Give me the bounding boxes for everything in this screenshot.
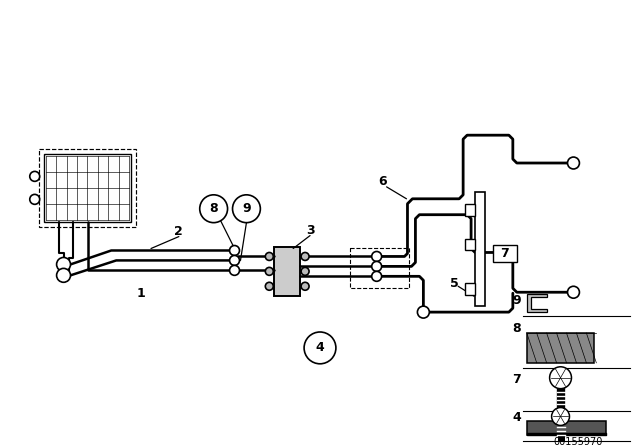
Circle shape (417, 306, 429, 318)
Text: 00155970: 00155970 (554, 437, 603, 448)
Text: 4: 4 (512, 411, 521, 424)
Text: 6: 6 (378, 176, 387, 189)
Circle shape (56, 258, 70, 271)
Circle shape (230, 246, 239, 255)
Circle shape (301, 253, 309, 260)
Text: 5: 5 (450, 277, 459, 290)
Text: 7: 7 (500, 247, 509, 260)
FancyBboxPatch shape (44, 154, 131, 222)
Text: 8: 8 (209, 202, 218, 215)
Text: 1: 1 (137, 287, 145, 300)
Circle shape (301, 267, 309, 276)
Text: 2: 2 (175, 225, 183, 238)
FancyBboxPatch shape (465, 204, 475, 215)
FancyBboxPatch shape (527, 422, 606, 435)
Circle shape (568, 286, 579, 298)
Circle shape (29, 194, 40, 204)
Circle shape (568, 157, 579, 169)
Circle shape (304, 332, 336, 364)
Circle shape (230, 255, 239, 265)
Circle shape (232, 195, 260, 223)
Circle shape (266, 282, 273, 290)
Text: 9: 9 (512, 294, 521, 307)
Circle shape (266, 267, 273, 276)
Circle shape (552, 408, 570, 426)
Circle shape (200, 195, 228, 223)
Circle shape (550, 367, 572, 389)
FancyBboxPatch shape (475, 192, 485, 306)
Circle shape (372, 251, 381, 262)
FancyBboxPatch shape (465, 283, 475, 295)
Text: 9: 9 (242, 202, 251, 215)
FancyBboxPatch shape (493, 245, 517, 263)
FancyBboxPatch shape (275, 246, 300, 296)
Circle shape (372, 271, 381, 281)
FancyBboxPatch shape (527, 333, 595, 363)
Circle shape (266, 253, 273, 260)
Text: 4: 4 (316, 341, 324, 354)
Circle shape (372, 262, 381, 271)
Circle shape (56, 268, 70, 282)
Circle shape (301, 282, 309, 290)
Polygon shape (527, 294, 547, 312)
Text: 7: 7 (512, 373, 521, 386)
Text: 8: 8 (512, 322, 521, 335)
Text: 3: 3 (306, 224, 314, 237)
FancyBboxPatch shape (465, 238, 475, 250)
Circle shape (29, 172, 40, 181)
Circle shape (230, 265, 239, 276)
